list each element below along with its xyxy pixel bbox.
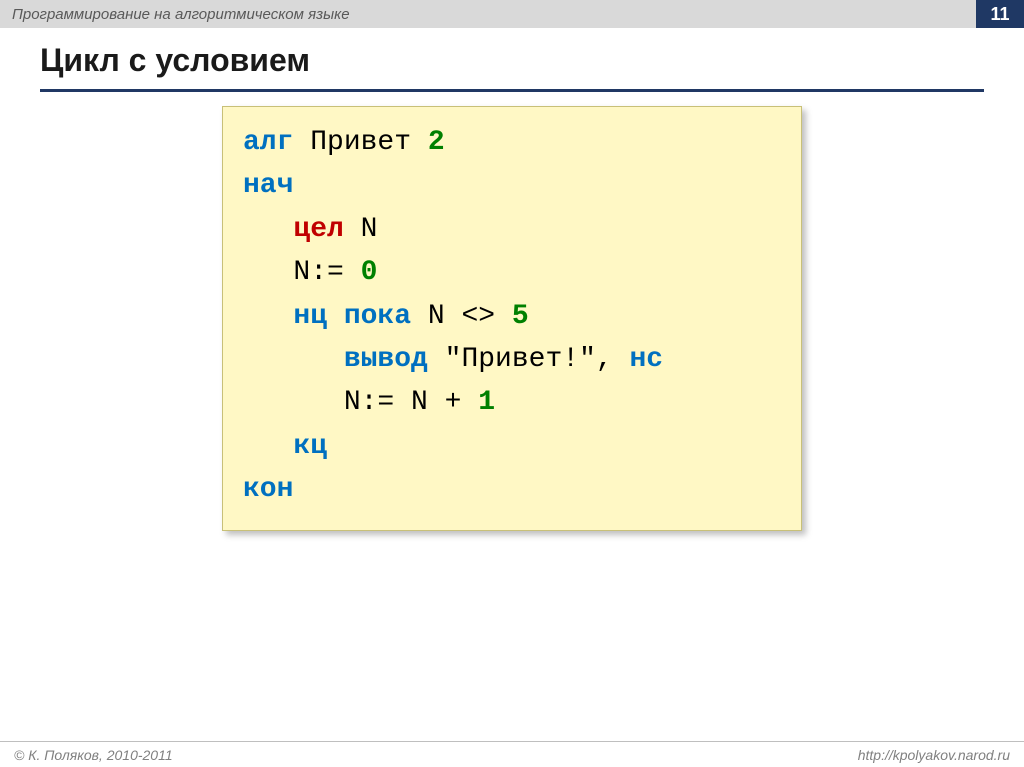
- code-token: N:= N +: [344, 387, 478, 418]
- code-token: алг: [243, 127, 293, 158]
- code-token: N:=: [293, 257, 360, 288]
- topbar: Программирование на алгоритмическом язык…: [0, 0, 1024, 28]
- code-line: алг Привет 2: [243, 121, 781, 164]
- code-line: N:= 0: [243, 251, 781, 294]
- page-number: 11: [976, 0, 1024, 28]
- course-title: Программирование на алгоритмическом язык…: [12, 6, 350, 23]
- code-token: "Привет!",: [428, 344, 630, 375]
- code-line: нц пока N <> 5: [243, 295, 781, 338]
- code-line: вывод "Привет!", нс: [243, 338, 781, 381]
- code-line: цел N: [243, 208, 781, 251]
- code-token: 1: [478, 387, 495, 418]
- slide: Программирование на алгоритмическом язык…: [0, 0, 1024, 767]
- code-token: цел: [293, 214, 343, 245]
- code-token: кц: [293, 431, 327, 462]
- footer-url: http://kpolyakov.narod.ru: [858, 747, 1010, 763]
- code-token: нц пока: [293, 301, 411, 332]
- code-line: N:= N + 1: [243, 381, 781, 424]
- code-token: нач: [243, 170, 293, 201]
- code-line: кц: [243, 425, 781, 468]
- code-token: кон: [243, 474, 293, 505]
- code-token: N: [344, 214, 378, 245]
- code-token: Привет: [293, 127, 427, 158]
- footer: © К. Поляков, 2010-2011 http://kpolyakov…: [0, 741, 1024, 767]
- code-line: кон: [243, 468, 781, 511]
- code-token: 2: [428, 127, 445, 158]
- slide-title: Цикл с условием: [40, 42, 984, 92]
- code-token: 0: [361, 257, 378, 288]
- footer-copyright: © К. Поляков, 2010-2011: [14, 747, 173, 763]
- code-token: вывод: [344, 344, 428, 375]
- code-line: нач: [243, 164, 781, 207]
- code-block: алг Привет 2 нач цел N N:= 0 нц пока N <>…: [222, 106, 802, 531]
- code-token: 5: [512, 301, 529, 332]
- code-token: N <>: [411, 301, 512, 332]
- code-token: нс: [629, 344, 663, 375]
